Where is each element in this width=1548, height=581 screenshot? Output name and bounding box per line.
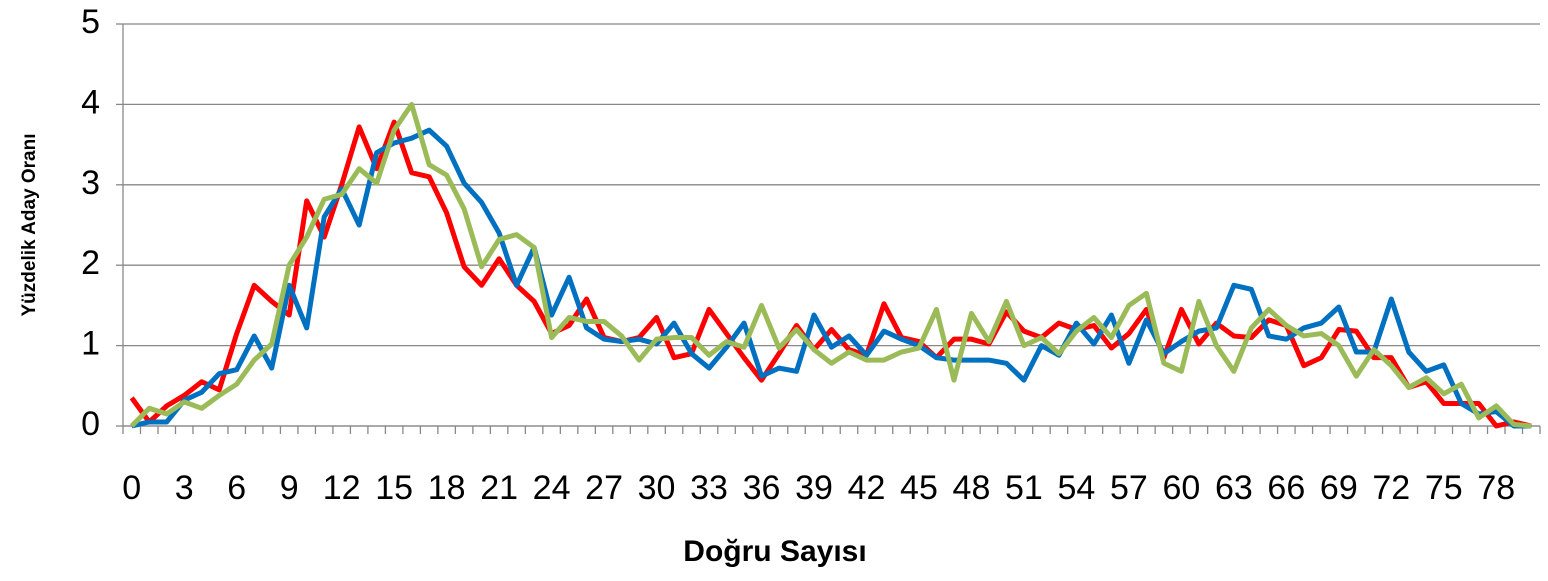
x-tick-label: 3 xyxy=(175,469,194,507)
y-axis-title: Yüzdelik Aday Oranı xyxy=(19,133,40,316)
x-tick-label: 9 xyxy=(280,469,299,507)
x-tick-label: 57 xyxy=(1110,469,1148,507)
x-tick-label: 24 xyxy=(533,469,571,507)
x-tick-label: 45 xyxy=(900,469,938,507)
x-tick-label: 6 xyxy=(227,469,246,507)
series-line xyxy=(129,101,1532,429)
y-tick-label: 3 xyxy=(81,164,100,202)
x-tick-label: 42 xyxy=(848,469,886,507)
x-tick-label: 63 xyxy=(1215,469,1253,507)
x-tick-label: 66 xyxy=(1267,469,1305,507)
x-axis-title: Doğru Sayısı xyxy=(683,535,866,568)
series-line xyxy=(131,127,1532,429)
x-tick-label: 48 xyxy=(953,469,991,507)
y-tick-label: 2 xyxy=(81,244,100,282)
x-tick-label: 0 xyxy=(122,469,141,507)
x-tick-label: 21 xyxy=(480,469,518,507)
y-tick-label: 4 xyxy=(81,83,100,121)
y-tick-label: 1 xyxy=(81,325,100,363)
series-line xyxy=(129,119,1532,429)
x-tick-label: 78 xyxy=(1477,469,1515,507)
x-tick-label: 69 xyxy=(1320,469,1358,507)
x-tick-label: 30 xyxy=(638,469,676,507)
x-tick-label: 18 xyxy=(428,469,466,507)
x-tick-label: 15 xyxy=(375,469,413,507)
x-tick-label: 39 xyxy=(795,469,833,507)
y-tick-label: 5 xyxy=(81,3,100,41)
x-tick-label: 54 xyxy=(1057,469,1095,507)
x-tick-label: 12 xyxy=(323,469,361,507)
x-tick-label: 36 xyxy=(743,469,781,507)
x-tick-label: 75 xyxy=(1425,469,1463,507)
x-tick-label: 51 xyxy=(1005,469,1043,507)
x-tick-label: 60 xyxy=(1162,469,1200,507)
y-tick-label: 0 xyxy=(81,405,100,443)
x-tick-label: 72 xyxy=(1372,469,1410,507)
x-tick-label: 33 xyxy=(690,469,728,507)
x-tick-label: 27 xyxy=(585,469,623,507)
